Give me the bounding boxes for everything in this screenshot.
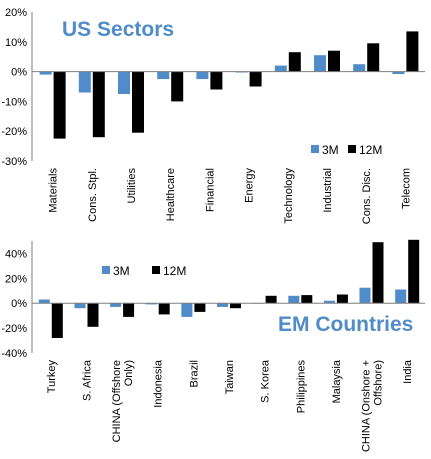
em-countries-chart: 40% 20% 0% -20% -40% Turkey S. Africa CHINA (O… [1, 239, 425, 452]
em-y-tick-label: 20% [5, 273, 27, 285]
em-bar-12m [265, 295, 277, 304]
us-y-tick-label: -10% [1, 96, 27, 108]
em-legend-swatch-3m [102, 266, 110, 274]
us-category-label: Cons. Disc. [361, 168, 373, 224]
us-y-tick-label: 0% [11, 67, 27, 79]
us-sectors-chart: US Sectors 20% 10% 0% -10% -20% -30% Material… [1, 7, 425, 224]
us-legend-label-12m: 12M [359, 143, 382, 157]
em-legend: 3M 12M [102, 264, 186, 278]
em-bar-12m [158, 303, 170, 315]
em-category-label: S. Africa [82, 359, 94, 401]
us-category-label: Telecom [400, 168, 412, 209]
us-sectors-title: US Sectors [62, 18, 174, 41]
us-bar-3m [314, 55, 326, 72]
em-category-label: Malaysia [331, 359, 343, 403]
em-bar-12m [123, 303, 135, 317]
em-legend-swatch-12m [152, 266, 160, 274]
us-bar-12m [367, 43, 380, 72]
us-bar-12m [92, 71, 105, 138]
us-bar-3m [78, 71, 91, 93]
us-category-label: Energy [244, 168, 256, 203]
us-bar-12m [210, 71, 223, 90]
em-bar-12m [336, 294, 348, 304]
em-bar-12m [230, 303, 241, 309]
us-bar-3m [353, 64, 366, 72]
em-category-label: Philippines [295, 360, 307, 414]
us-y-tick-label: 20% [5, 7, 27, 19]
us-category-label: Industrial [322, 168, 334, 213]
em-bar-3m [395, 289, 407, 304]
us-category-labels: Materials Cons. Stpl. Utilities Healthcare F… [48, 168, 413, 225]
em-category-label: Turkey [46, 360, 58, 394]
us-legend-swatch-12m [348, 145, 356, 153]
em-bar-3m [38, 299, 50, 304]
us-category-label: Healthcare [165, 168, 177, 221]
us-bar-3m [196, 71, 209, 80]
us-bar-12m [288, 52, 301, 72]
em-bar-3m [323, 300, 335, 304]
em-category-label: India [402, 359, 414, 384]
em-category-label: CHINA (OffshoreOnly) [111, 360, 135, 442]
em-bar-12m [194, 303, 206, 312]
us-bar-3m [157, 71, 170, 80]
us-bar-12m [249, 71, 262, 87]
us-y-tick-label: -20% [1, 126, 27, 138]
us-y-tick-label: 10% [5, 37, 27, 49]
em-bar-12m [301, 295, 313, 304]
us-y-tick-labels: 20% 10% 0% -10% -20% -30% [1, 7, 27, 168]
us-bar-3m [118, 71, 130, 94]
em-bar-12m [87, 303, 99, 327]
em-category-label: Indonesia [153, 359, 165, 408]
em-bar-3m [359, 287, 371, 304]
em-y-tick-label: 0% [11, 298, 27, 310]
em-y-tick-label: -40% [1, 348, 27, 360]
em-bar-12m [408, 239, 420, 304]
us-category-label: Utilities [126, 168, 138, 204]
em-legend-label-12m: 12M [163, 264, 186, 278]
us-y-tick-label: -30% [1, 156, 27, 168]
us-bar-12m [53, 71, 66, 139]
em-y-tick-label: -20% [1, 323, 27, 335]
em-countries-title: EM Countries [278, 313, 413, 336]
em-category-labels: Turkey S. Africa CHINA (OffshoreOnly) Indon… [46, 359, 414, 452]
em-bar-3m [110, 303, 122, 307]
us-legend-label-3m: 3M [322, 143, 339, 157]
us-bar-12m [328, 50, 340, 72]
em-category-label: CHINA (Onshore +Offshore) [361, 360, 385, 452]
em-bar-3m [145, 303, 157, 305]
em-y-tick-labels: 40% 20% 0% -20% -40% [1, 248, 27, 360]
em-category-label: Taiwan [224, 360, 236, 394]
us-bar-3m [39, 71, 52, 75]
us-legend-swatch-3m [311, 145, 319, 153]
em-y-tick-label: 40% [5, 248, 27, 260]
us-category-label: Materials [48, 168, 60, 213]
em-bar-3m [181, 303, 193, 317]
em-bar-3m [74, 303, 86, 309]
us-bars [39, 31, 419, 139]
em-category-label: Brazil [188, 360, 200, 388]
em-bar-3m [288, 295, 300, 304]
us-bar-12m [132, 71, 144, 133]
em-bar-12m [51, 303, 63, 338]
us-category-label: Technology [283, 168, 295, 224]
us-bar-12m [171, 71, 184, 102]
em-category-label: S. Korea [260, 359, 272, 403]
us-bar-3m [392, 71, 405, 74]
em-bar-12m [372, 242, 384, 304]
us-category-label: Cons. Stpl. [87, 168, 99, 222]
us-legend: 3M 12M [311, 143, 382, 157]
em-legend-label-3m: 3M [113, 264, 130, 278]
us-category-label: Financial [204, 168, 216, 212]
us-bar-12m [406, 31, 419, 72]
us-bar-3m [274, 65, 287, 72]
em-bar-3m [217, 303, 228, 307]
em-bars [38, 239, 420, 338]
